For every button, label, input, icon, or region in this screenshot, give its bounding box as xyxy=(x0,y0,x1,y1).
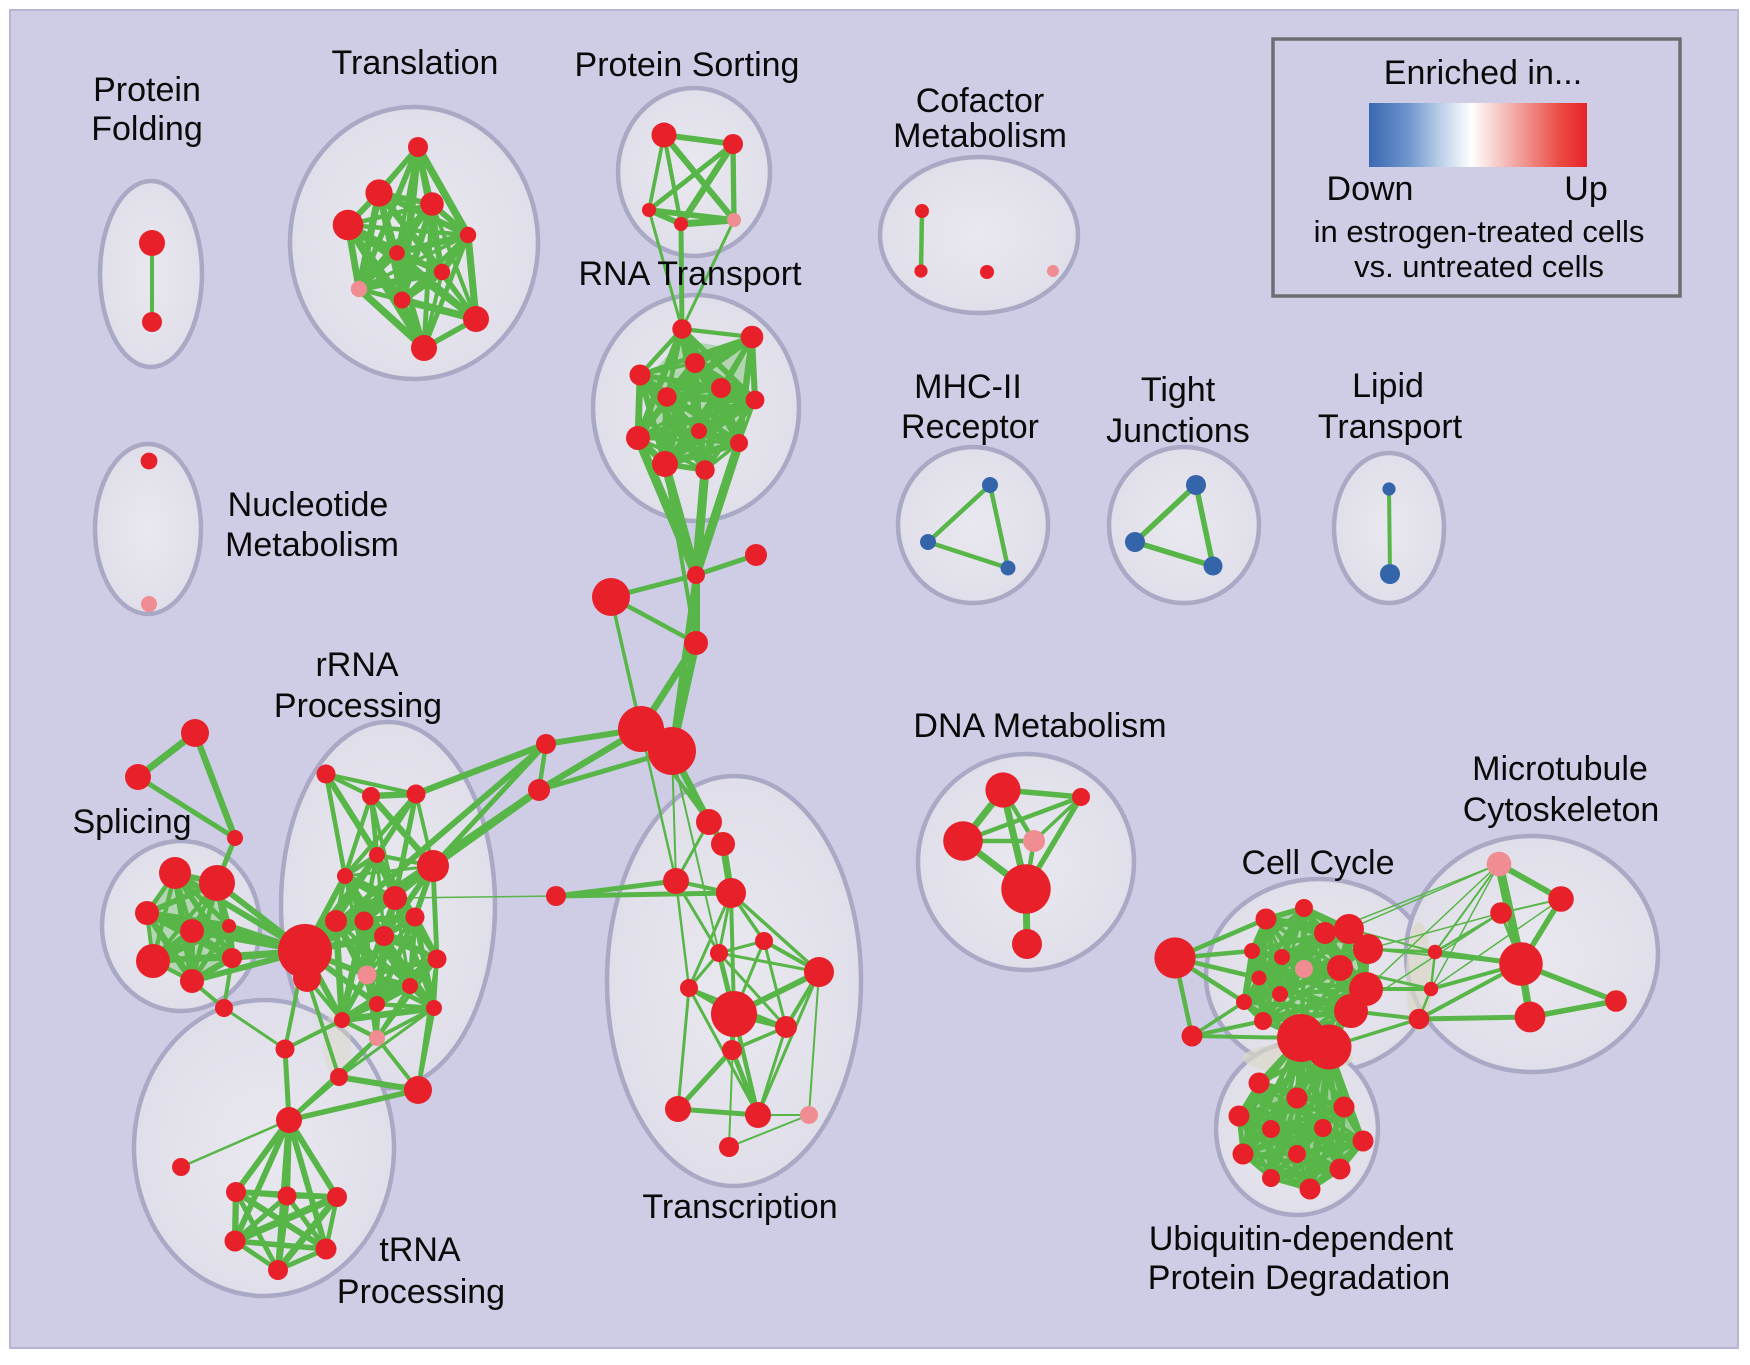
svg-text:Processing: Processing xyxy=(274,687,442,725)
svg-text:Microtubule: Microtubule xyxy=(1472,750,1648,788)
svg-text:Cell Cycle: Cell Cycle xyxy=(1241,844,1394,882)
svg-text:RNA Transport: RNA Transport xyxy=(579,255,803,293)
svg-text:Enriched in...: Enriched in... xyxy=(1384,54,1582,92)
svg-text:Protein Degradation: Protein Degradation xyxy=(1148,1259,1450,1297)
svg-text:MHC-II: MHC-II xyxy=(914,368,1022,406)
svg-text:Splicing: Splicing xyxy=(72,803,191,841)
svg-text:Protein Sorting: Protein Sorting xyxy=(575,46,800,84)
svg-text:Metabolism: Metabolism xyxy=(225,526,399,564)
svg-text:Processing: Processing xyxy=(337,1273,505,1311)
svg-text:Ubiquitin-dependent: Ubiquitin-dependent xyxy=(1149,1220,1454,1258)
svg-text:in estrogen-treated cells: in estrogen-treated cells xyxy=(1314,214,1645,249)
svg-text:Metabolism: Metabolism xyxy=(893,117,1067,155)
svg-text:Down: Down xyxy=(1327,170,1414,208)
svg-text:Lipid: Lipid xyxy=(1352,367,1424,405)
svg-text:Junctions: Junctions xyxy=(1106,412,1250,450)
svg-text:tRNA: tRNA xyxy=(379,1231,461,1269)
svg-text:Cytoskeleton: Cytoskeleton xyxy=(1463,791,1660,829)
svg-text:Tight: Tight xyxy=(1141,371,1216,409)
svg-text:rRNA: rRNA xyxy=(315,646,398,684)
svg-text:Transport: Transport xyxy=(1318,408,1463,446)
svg-text:vs. untreated cells: vs. untreated cells xyxy=(1354,249,1604,284)
svg-text:Transcription: Transcription xyxy=(642,1188,837,1226)
svg-text:Nucleotide: Nucleotide xyxy=(228,486,389,524)
svg-text:Cofactor: Cofactor xyxy=(916,82,1045,120)
svg-text:Folding: Folding xyxy=(91,110,203,148)
svg-text:Protein: Protein xyxy=(93,71,201,109)
svg-text:Translation: Translation xyxy=(332,44,499,82)
svg-text:Up: Up xyxy=(1564,170,1607,208)
svg-text:Receptor: Receptor xyxy=(901,408,1039,446)
svg-text:DNA Metabolism: DNA Metabolism xyxy=(913,707,1166,745)
